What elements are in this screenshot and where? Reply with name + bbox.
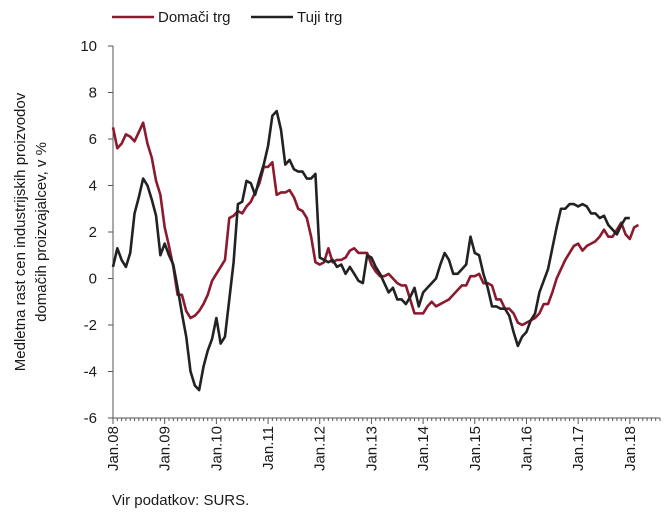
- x-tick-label: Jan.17: [570, 426, 587, 471]
- y-axis-title-line: domačih proizvajalcev, v %: [33, 142, 50, 322]
- x-tick-label: Jan.14: [415, 426, 432, 471]
- y-tick-label: 6: [89, 131, 97, 148]
- series-line-tuji-trg: [111, 109, 630, 392]
- legend-label: Tuji trg: [297, 9, 342, 26]
- legend-label: Domači trg: [158, 9, 231, 26]
- series-line-domaci-trg: [111, 121, 640, 327]
- y-tick-label: 4: [89, 178, 97, 195]
- y-tick-label: 8: [89, 85, 97, 102]
- x-tick-label: Jan.16: [518, 426, 535, 471]
- x-tick-label: Jan.11: [260, 426, 277, 470]
- series-lines: [111, 109, 640, 392]
- y-tick-label: -4: [84, 364, 97, 381]
- x-axis-ticks: Jan.08 Jan.09 Jan.10 Jan.11 Jan.12 Jan.13 Jan.…: [105, 418, 661, 471]
- x-tick-label: Jan.10: [208, 426, 225, 471]
- y-tick-label: -2: [84, 317, 97, 334]
- source-note: Vir podatkov: SURS.: [112, 492, 250, 509]
- y-tick-label: 0: [89, 271, 97, 288]
- x-tick-label: Jan.18: [622, 426, 639, 471]
- axes: [112, 46, 660, 419]
- y-tick-label: -6: [84, 410, 97, 427]
- x-tick-label: Jan.09: [157, 426, 174, 471]
- x-tick-label: Jan.13: [363, 426, 380, 471]
- y-axis-title-line: Medletna rast cen industrijskih proizvod…: [12, 92, 29, 371]
- legend: Domači trg Tuji trg: [112, 9, 342, 26]
- y-tick-label: 10: [80, 38, 97, 55]
- x-tick-label: Jan.08: [105, 426, 122, 471]
- x-tick-label: Jan.15: [467, 426, 484, 471]
- y-axis-title: Medletna rast cen industrijskih proizvod…: [12, 92, 50, 371]
- y-axis-ticks: -6 -4 -2 0 2 4 6 8 10: [80, 38, 113, 427]
- x-tick-label: Jan.12: [312, 426, 329, 471]
- y-tick-label: 2: [89, 224, 97, 241]
